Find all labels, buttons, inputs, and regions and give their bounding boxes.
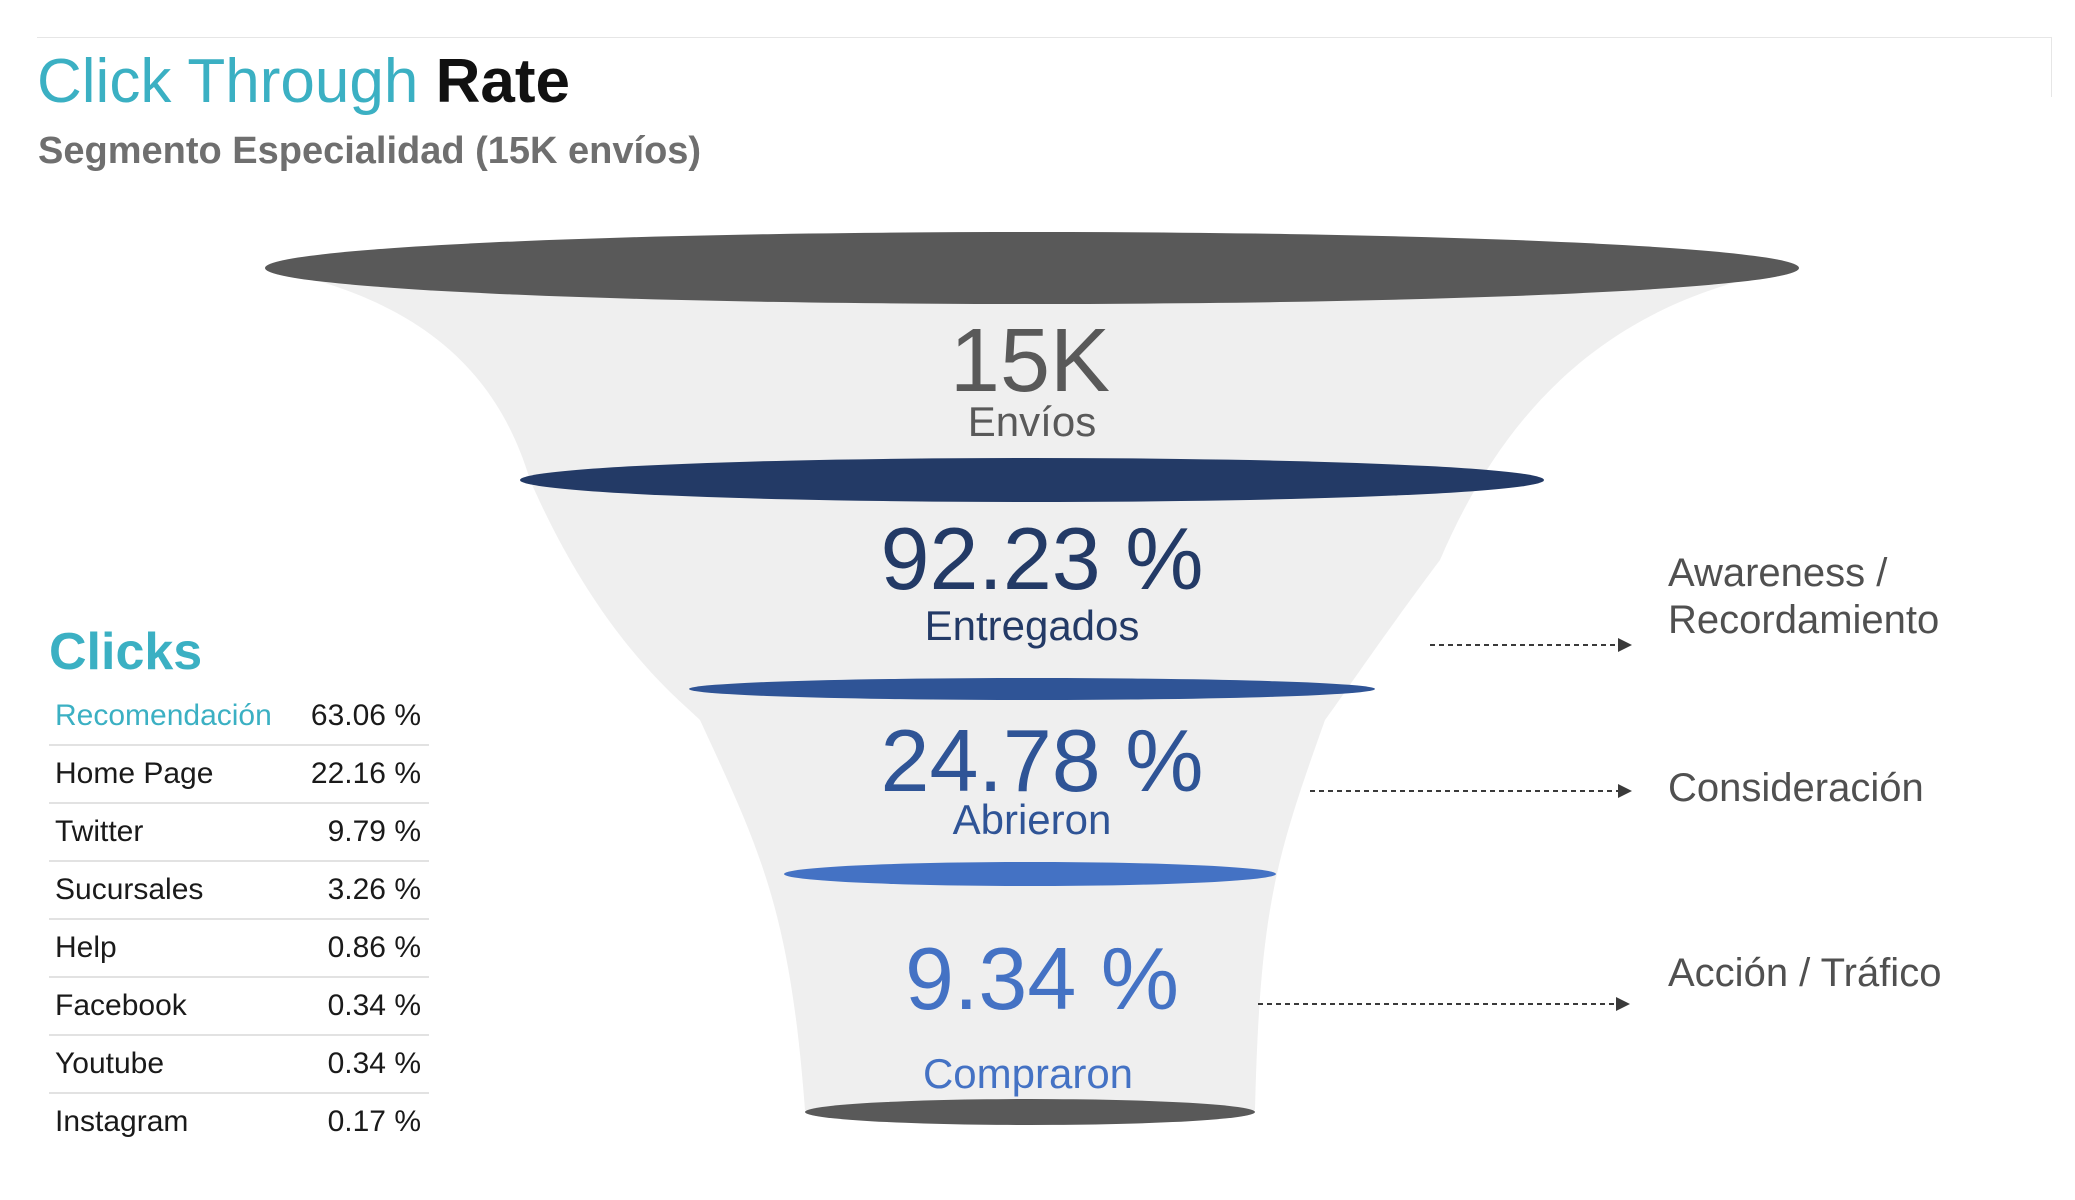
arrow-accion (1258, 997, 1630, 1011)
rim-compraron (784, 862, 1276, 886)
clicks-source-name: Home Page (55, 757, 214, 790)
clicks-source-value: 63.06 % (310, 699, 421, 732)
title-click-through: Click Through (37, 47, 419, 116)
clicks-source-name: Recomendación (55, 699, 272, 732)
clicks-source-value: 0.34 % (327, 1047, 421, 1080)
frame-top-line (37, 37, 2052, 38)
title-rate: Rate (435, 47, 570, 116)
clicks-table: Recomendación 63.06 % Home Page 22.16 % Twit… (49, 688, 429, 1150)
table-row: Instagram 0.17 % (49, 1094, 429, 1150)
clicks-source-name: Twitter (55, 815, 144, 848)
rim-bottom (805, 1099, 1255, 1125)
stage-compraron-value: 9.34 % (905, 929, 1179, 1028)
table-row: Help 0.86 % (49, 920, 429, 978)
desc-consideracion: Consideración (1668, 766, 1924, 810)
table-row: Sucursales 3.26 % (49, 862, 429, 920)
clicks-source-value: 3.26 % (327, 873, 421, 906)
clicks-source-value: 22.16 % (310, 757, 421, 790)
stage-abrieron-label: Abrieron (952, 796, 1112, 843)
clicks-source-value: 0.17 % (327, 1105, 421, 1138)
table-row: Facebook 0.34 % (49, 978, 429, 1036)
clicks-source-value: 9.79 % (327, 815, 421, 848)
clicks-source-name: Sucursales (55, 873, 204, 906)
clicks-source-name: Instagram (55, 1105, 189, 1138)
desc-awareness: Awareness / Recordamiento (1668, 551, 1940, 642)
page-title: Click Through Rate (37, 46, 570, 117)
clicks-title: Clicks (49, 623, 203, 681)
clicks-source-value: 0.86 % (327, 931, 421, 964)
stage-envios-value: 15K (949, 311, 1111, 411)
clicks-source-name: Help (55, 931, 117, 964)
arrow-consideracion (1310, 784, 1632, 798)
table-row: Youtube 0.34 % (49, 1036, 429, 1094)
arrow-awareness (1430, 638, 1632, 652)
clicks-source-name: Youtube (55, 1047, 165, 1080)
table-row: Twitter 9.79 % (49, 804, 429, 862)
clicks-source-name: Facebook (55, 989, 187, 1022)
stage-entregados-value: 92.23 % (880, 509, 1204, 608)
rim-abrieron (689, 678, 1375, 700)
page-subtitle: Segmento Especialidad (15K envíos) (38, 130, 702, 172)
table-row: Home Page 22.16 % (49, 746, 429, 804)
stage-abrieron-value: 24.78 % (880, 711, 1204, 810)
stage-compraron-label: Compraron (922, 1050, 1134, 1097)
frame-right-line (2051, 37, 2052, 97)
clicks-source-value: 0.34 % (327, 989, 421, 1022)
desc-accion: Acción / Tráfico (1668, 951, 1942, 995)
rim-entregados (520, 458, 1544, 502)
stage-envios-label: Envíos (967, 398, 1097, 445)
table-row: Recomendación 63.06 % (49, 688, 429, 746)
rim-top (265, 232, 1799, 304)
stage-entregados-label: Entregados (924, 602, 1140, 649)
